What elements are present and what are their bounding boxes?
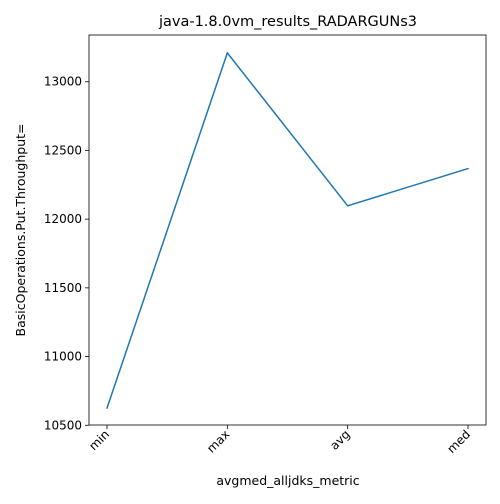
data-point [346, 205, 349, 207]
x-tick-label: avg [327, 427, 353, 453]
data-point [106, 407, 108, 409]
x-axis-label: avgmed_alljdks_metric [216, 473, 359, 488]
data-point [226, 52, 229, 54]
y-tick-label: 11500 [44, 281, 82, 295]
axes-frame [88, 34, 487, 426]
y-tick-label: 12000 [44, 212, 82, 226]
y-tick-label: 13000 [44, 75, 82, 89]
data-point [467, 167, 469, 170]
plot-area: 10500 11000 11500 12000 12500 13000 min max avg m… [44, 52, 473, 456]
y-tick-label: 10500 [44, 418, 82, 432]
chart-title: java-1.8.0vm_results_RADARGUNs3 [158, 14, 417, 30]
x-tick-label: max [204, 427, 232, 455]
series-line [106, 52, 469, 409]
y-tick-label: 11000 [44, 350, 82, 364]
y-axis-label: BasicOperations.Put.Throughput= [13, 124, 28, 337]
x-tick-label: min [86, 427, 112, 453]
x-tick-label: med [444, 427, 473, 456]
y-tick-label: 12500 [44, 143, 82, 157]
